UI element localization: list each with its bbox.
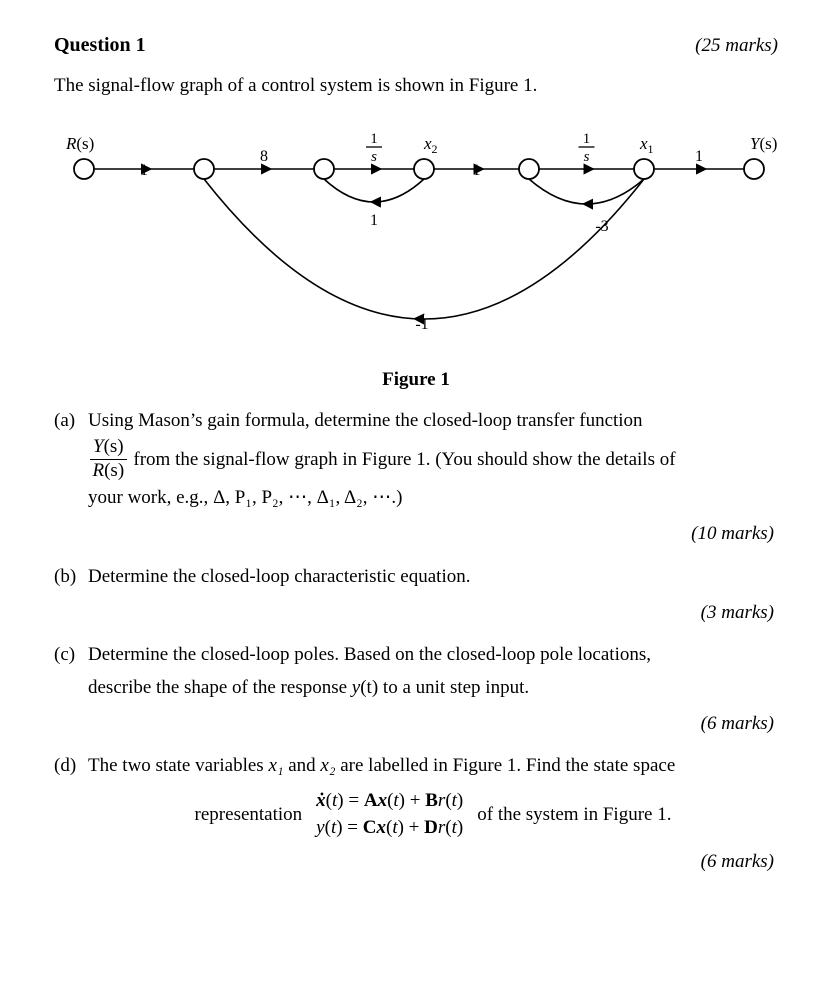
part-d-tail: of the system in Figure 1. [477, 799, 671, 831]
part-c-yarg: (t) [360, 677, 378, 698]
state-space-equations: ẋ(t) = Ax(t) + Br(t) y(t) = Cx(t) + Dr(t… [316, 788, 463, 841]
svg-text:1: 1 [140, 162, 148, 179]
part-d-line1: The two state variables x₁ and x₂ are la… [88, 750, 778, 782]
work-symbol-list: Δ, P₁, P₂, ⋯, Δ₁, Δ₂, ⋯ [213, 487, 391, 508]
part-d-line1a: The two state variables [88, 755, 268, 776]
svg-text:-1: -1 [415, 316, 428, 333]
part-d-rep: representation [195, 799, 303, 831]
part-c-line2: describe the shape of the response y(t) … [88, 672, 778, 704]
part-a-line2-text: from the signal-flow graph in Figure 1. … [133, 444, 675, 476]
part-b-body: Determine the closed-loop characteristic… [88, 561, 778, 630]
question-parts: (a) Using Mason’s gain formula, determin… [54, 405, 778, 878]
part-a-body: Using Mason’s gain formula, determine th… [88, 405, 778, 551]
part-a-line3-tail: .) [391, 487, 402, 508]
part-a-line3: your work, e.g., Δ, P₁, P₂, ⋯, Δ₁, Δ₂, ⋯… [88, 482, 778, 514]
frac-den-var: R [92, 460, 104, 481]
frac-den-arg: (s) [104, 460, 124, 481]
svg-text:1: 1 [695, 148, 703, 165]
total-marks: (25 marks) [695, 35, 778, 57]
svg-text:1: 1 [370, 131, 378, 147]
page: Question 1 (25 marks) The signal-flow gr… [0, 0, 832, 986]
frac-num-arg: (s) [104, 436, 124, 457]
part-label: (b) [54, 561, 88, 630]
intro-text: The signal-flow graph of a control syste… [54, 75, 778, 97]
question-title: Question 1 [54, 34, 146, 57]
part-b-marks: (3 marks) [88, 597, 774, 629]
svg-text:1: 1 [583, 131, 591, 147]
part-d-x2: x₂ [320, 755, 335, 776]
svg-text:x2: x2 [423, 134, 438, 156]
fraction-ys-rs: Y(s) R(s) [90, 437, 127, 482]
part-a: (a) Using Mason’s gain formula, determin… [54, 405, 778, 551]
part-d-and: and [283, 755, 320, 776]
part-d-marks: (6 marks) [88, 846, 774, 878]
part-c-yvar: y [352, 677, 360, 698]
part-label: (a) [54, 405, 88, 551]
state-eq-1: ẋ(t) = Ax(t) + Br(t) [316, 790, 463, 811]
state-eq-2: y(t) = Cx(t) + Dr(t) [316, 817, 463, 838]
svg-text:Y(s): Y(s) [750, 134, 777, 153]
svg-text:8: 8 [260, 148, 268, 165]
part-c: (c) Determine the closed-loop poles. Bas… [54, 639, 778, 740]
figure-caption: Figure 1 [54, 369, 778, 391]
part-b-text: Determine the closed-loop characteristic… [88, 566, 470, 587]
part-d-body: The two state variables x₁ and x₂ are la… [88, 750, 778, 878]
part-c-line1: Determine the closed-loop poles. Based o… [88, 639, 778, 671]
part-c-marks: (6 marks) [88, 708, 774, 740]
part-a-line2: Y(s) R(s) from the signal-flow graph in … [88, 437, 778, 482]
svg-text:s: s [371, 149, 377, 165]
svg-text:1: 1 [473, 162, 481, 179]
part-c-body: Determine the closed-loop poles. Based o… [88, 639, 778, 740]
svg-text:R(s): R(s) [65, 134, 94, 153]
signal-flow-graph: R(s)x2x1Y(s)181s11s11-3-1 [54, 123, 778, 339]
part-c-line2b: to a unit step input. [378, 677, 529, 698]
part-d-line1b: are labelled in Figure 1. Find the state… [335, 755, 675, 776]
svg-text:s: s [584, 149, 590, 165]
part-b: (b) Determine the closed-loop characteri… [54, 561, 778, 630]
part-a-marks: (10 marks) [88, 518, 774, 550]
frac-num-var: Y [93, 436, 104, 457]
svg-text:x1: x1 [639, 134, 654, 156]
part-a-line3-lead: your work, e.g., [88, 487, 213, 508]
part-label: (c) [54, 639, 88, 740]
part-c-line2a: describe the shape of the response [88, 677, 352, 698]
figure-1: R(s)x2x1Y(s)181s11s11-3-1 [54, 123, 778, 363]
part-label: (d) [54, 750, 88, 878]
part-d-x1: x₁ [268, 755, 283, 776]
header: Question 1 (25 marks) [54, 34, 778, 57]
part-d-eqrow: representation ẋ(t) = Ax(t) + Br(t) y(t)… [88, 788, 778, 841]
part-a-line1: Using Mason’s gain formula, determine th… [88, 405, 778, 437]
part-d: (d) The two state variables x₁ and x₂ ar… [54, 750, 778, 878]
svg-text:1: 1 [370, 212, 378, 229]
